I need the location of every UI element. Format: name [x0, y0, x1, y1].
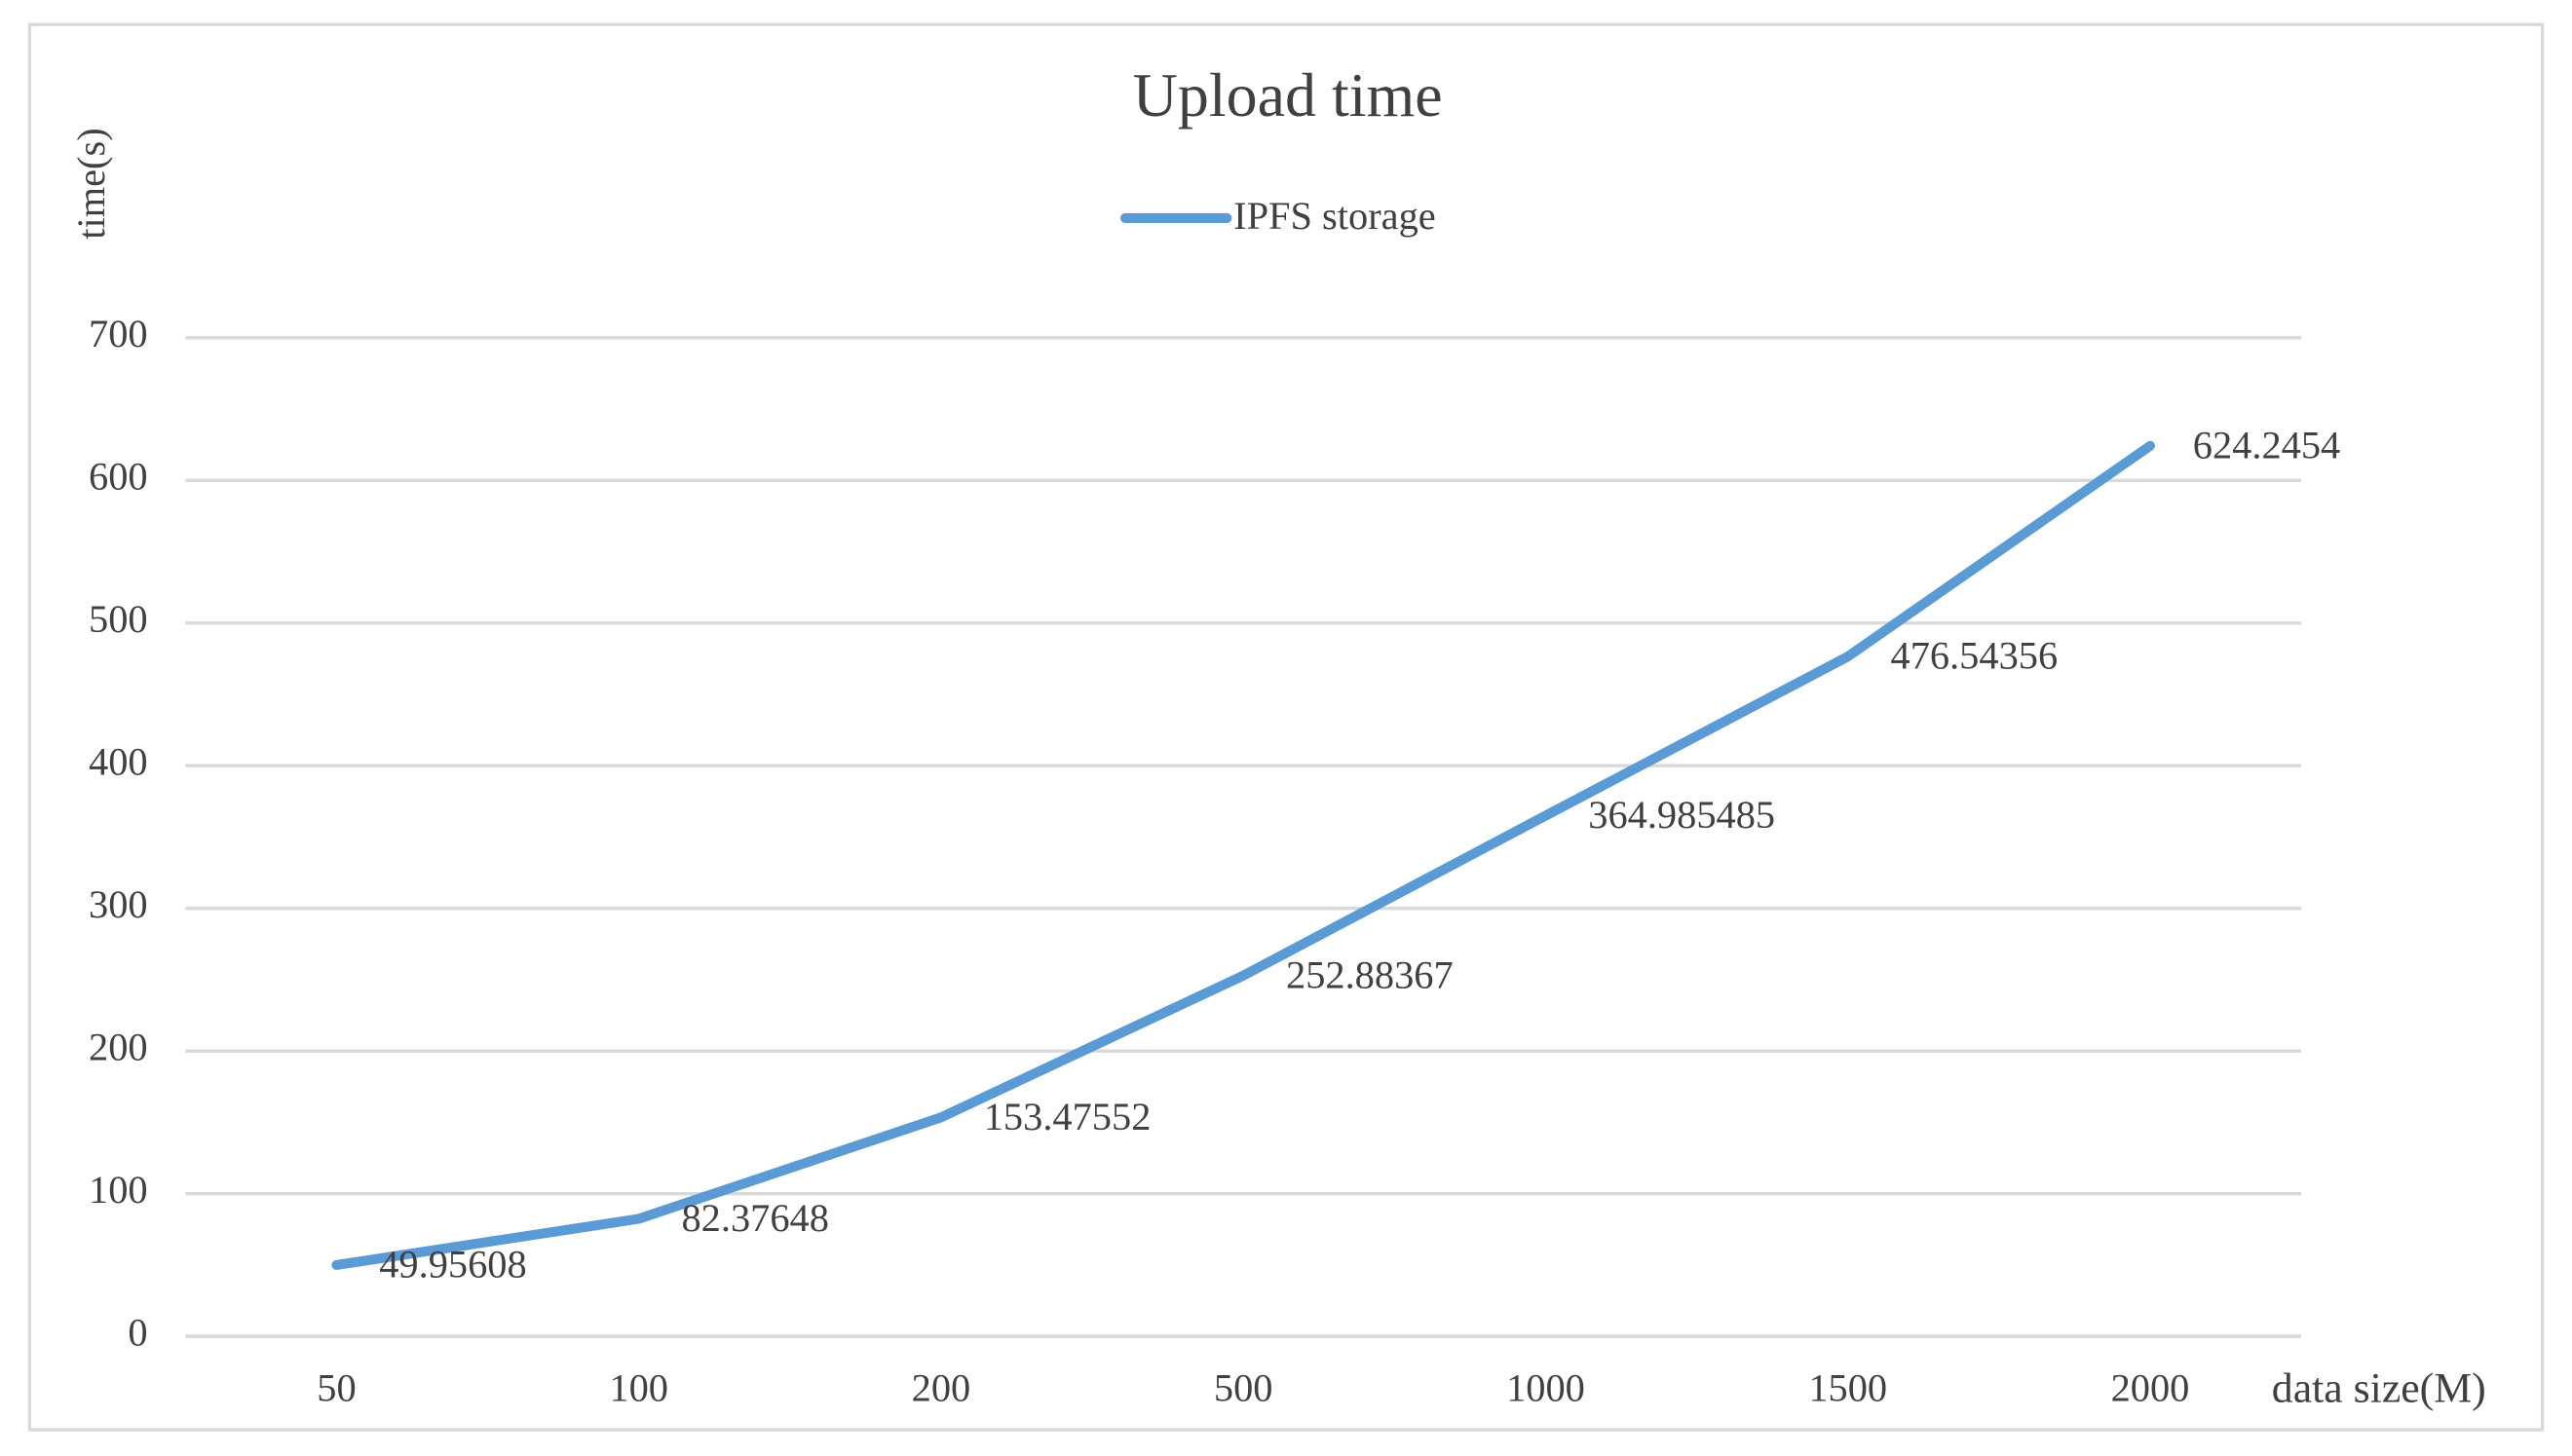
x-tick-label: 1000 [1506, 1366, 1585, 1410]
chart-frame [27, 22, 2545, 1432]
y-tick-label: 0 [128, 1310, 147, 1354]
y-tick-label: 700 [89, 312, 148, 355]
y-axis-label: time(s) [69, 128, 113, 239]
x-tick-label: 1500 [1808, 1366, 1887, 1410]
y-tick-label: 100 [89, 1168, 148, 1212]
y-tick-label: 200 [89, 1025, 148, 1068]
y-tick-label: 600 [89, 455, 148, 499]
x-axis-label: data size(M) [2272, 1364, 2486, 1411]
legend-label: IPFS storage [1233, 194, 1436, 238]
data-label: 82.37648 [681, 1196, 828, 1240]
data-label: 49.95608 [379, 1243, 526, 1287]
series-line [331, 440, 2156, 1270]
x-tick-label: 100 [609, 1366, 668, 1410]
data-label: 624.2454 [2193, 423, 2340, 467]
data-label: 252.88367 [1286, 952, 1454, 996]
x-tick-label: 2000 [2111, 1366, 2190, 1410]
x-tick-label: 50 [317, 1366, 356, 1410]
y-tick-label: 300 [89, 882, 148, 926]
data-label: 153.47552 [984, 1095, 1152, 1139]
data-label: 364.985485 [1588, 793, 1775, 837]
data-label: 476.54356 [1891, 634, 2059, 678]
y-tick-label: 500 [89, 597, 148, 641]
y-tick-label: 400 [89, 739, 148, 783]
chart-title: Upload time [1133, 60, 1443, 130]
x-tick-label: 500 [1214, 1366, 1273, 1410]
x-tick-label: 200 [912, 1366, 971, 1410]
